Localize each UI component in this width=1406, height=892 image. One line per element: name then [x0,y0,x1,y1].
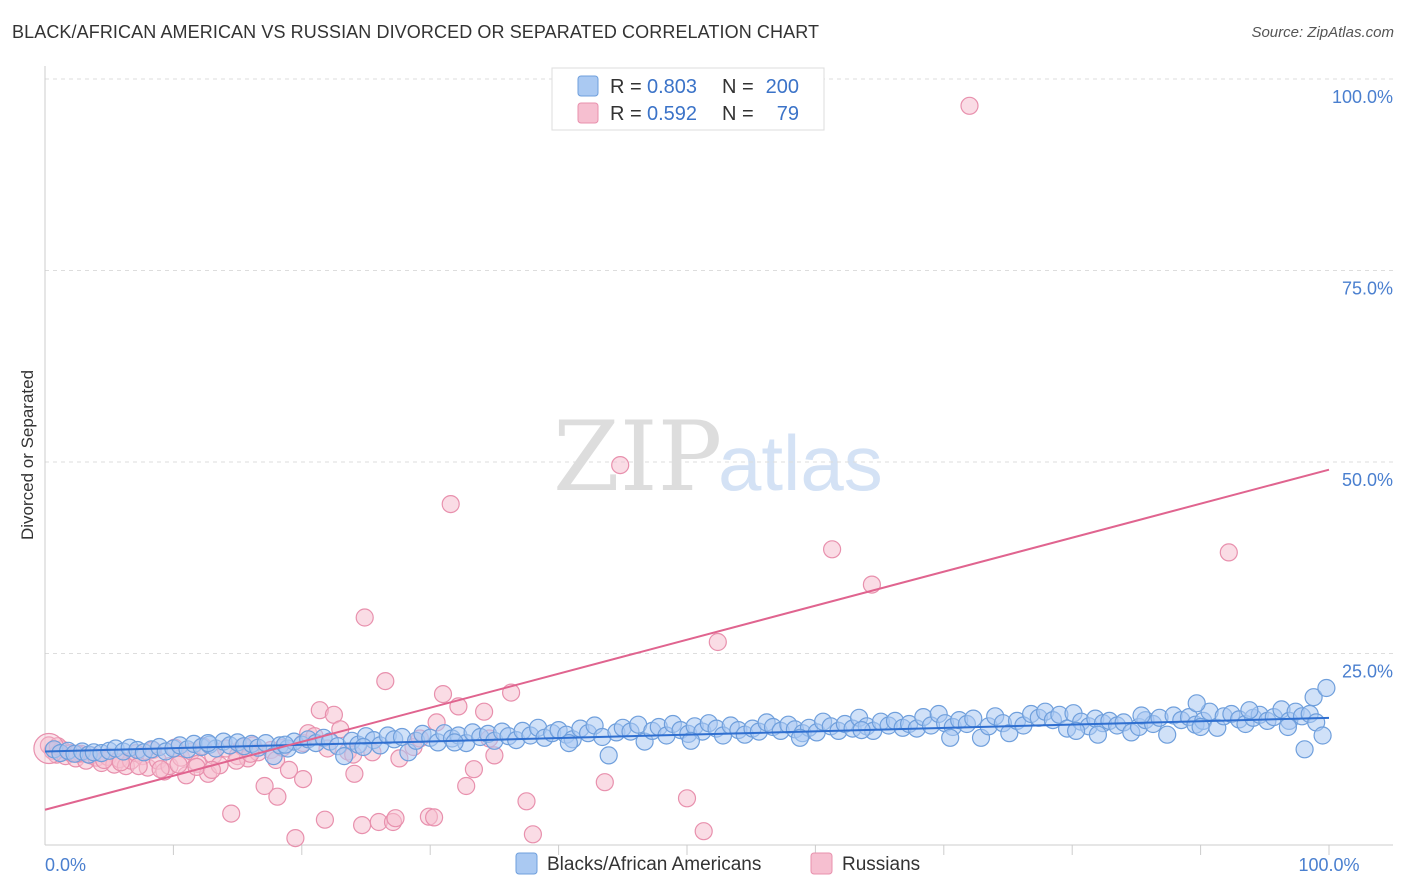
russians-point-71 [475,702,494,721]
legend-pink-r-value: 0.592 [647,103,697,125]
russians-point-55 [353,815,372,835]
russians-point-69 [457,776,476,796]
axes [44,66,1393,846]
russians-point-78 [708,632,727,652]
legend-blue-n-value: 200 [766,76,799,98]
x-axis-ticks: 0.0% 100.0% [45,845,1360,875]
russians-point-81 [960,96,979,115]
blacks-point-179 [199,733,218,753]
blacks-point-185 [790,728,810,747]
y-tick-label-2: 75.0% [1342,279,1393,299]
legend-pink-n-value: 79 [777,103,799,125]
russians-point-79 [822,540,842,559]
russians-point-89 [169,755,188,774]
blacks-trend-line [44,716,1330,753]
legend-pink-r-label: R = [610,103,642,125]
series-legend-blue-swatch [515,852,538,875]
blacks-point-178 [1313,726,1332,745]
blacks-point-190 [1240,701,1259,720]
blacks-point-191 [1278,717,1298,737]
legend-pink-n-label: N = [722,103,754,125]
blacks-point-129 [964,709,983,728]
blacks-point-156 [1158,725,1177,744]
blacks-point-41 [335,746,354,766]
blacks-point-192 [1295,740,1314,759]
russians-point-40 [255,776,274,796]
russians-point-95 [294,769,313,789]
watermark-zip: ZIP [553,401,722,513]
blacks-point-197 [1066,721,1086,741]
blacks-point-189 [1191,717,1210,737]
blacks-point-195 [1187,694,1206,713]
watermark-atlas: atlas [718,419,883,507]
russians-point-99 [425,808,444,827]
russians-point-67 [441,495,460,514]
russians-point-70 [464,760,483,779]
blacks-point-181 [354,737,373,757]
russians-point-77 [694,822,713,841]
blacks-point-196 [1132,706,1151,725]
blacks-point-184 [681,731,701,750]
y-axis-ticks: 25.0% 50.0% 75.0% 100.0% [1332,87,1393,682]
series-legend-blue-label: Blacks/African Americans [547,854,761,875]
source-label: Source: ZipAtlas.com [1251,24,1394,41]
blacks-point-78 [599,746,618,765]
russians-point-75 [523,825,543,844]
grid-lines [45,78,1393,654]
x-tick-label-1: 100.0% [1298,855,1359,875]
russians-trend-line [44,468,1330,811]
y-tick-label-0: 25.0% [1342,662,1393,682]
russians-point-44 [279,760,299,780]
russians-point-102 [677,789,697,808]
russians-point-90 [187,757,206,777]
correlation-legend: R = 0.803 N = 200 R = 0.592 N = 79 [551,67,825,131]
russians-point-82 [1219,543,1238,562]
russians-point-74 [517,792,536,811]
russians-point-76 [611,456,630,475]
blacks-point-193 [1304,688,1323,707]
y-tick-label-3: 100.0% [1332,87,1393,107]
russians-point-98 [386,809,405,828]
series-legend-pink-swatch [810,852,833,875]
legend-pink-swatch [577,102,599,124]
legend-blue-swatch [577,75,599,97]
blacks-point-188 [1088,725,1108,744]
blacks-point-194 [1317,678,1336,698]
blacks-point-187 [941,728,960,747]
y-axis-title: Divorced or Separated [18,370,37,540]
y-tick-label-1: 50.0% [1342,470,1393,490]
russians-point-96 [315,810,334,829]
blacks-point-182 [445,733,464,752]
russians-point-94 [268,787,287,806]
x-tick-label-0: 0.0% [45,855,86,875]
russians-point-34 [222,804,241,823]
russians-point-54 [345,764,364,783]
russians-point-88 [151,760,170,779]
trend-lines [44,468,1330,811]
chart-title: BLACK/AFRICAN AMERICAN VS RUSSIAN DIVORC… [12,22,820,42]
series-legend-pink-label: Russians [842,854,920,875]
legend-blue-r-value: 0.803 [647,76,697,98]
russians-point-59 [376,671,395,691]
legend-blue-n-label: N = [722,76,754,98]
legend-blue-r-label: R = [610,76,642,98]
series-legend: Blacks/African Americans Russians [515,852,920,875]
russians-point-66 [433,684,453,704]
russians-point-45 [286,828,305,848]
russians-point-56 [355,608,374,627]
russians-point-101 [595,773,614,792]
